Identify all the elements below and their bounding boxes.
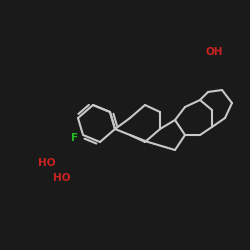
Text: OH: OH [205, 47, 223, 57]
Circle shape [207, 45, 221, 59]
Text: F: F [72, 133, 78, 143]
Circle shape [55, 171, 69, 185]
Circle shape [40, 156, 54, 170]
Circle shape [68, 131, 82, 145]
Text: HO: HO [38, 158, 56, 168]
Text: HO: HO [53, 173, 71, 183]
